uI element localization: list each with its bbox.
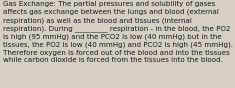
Text: Gas Exchange: The partial pressures and solubility of gases
affects gas exchange: Gas Exchange: The partial pressures and … xyxy=(3,1,233,63)
